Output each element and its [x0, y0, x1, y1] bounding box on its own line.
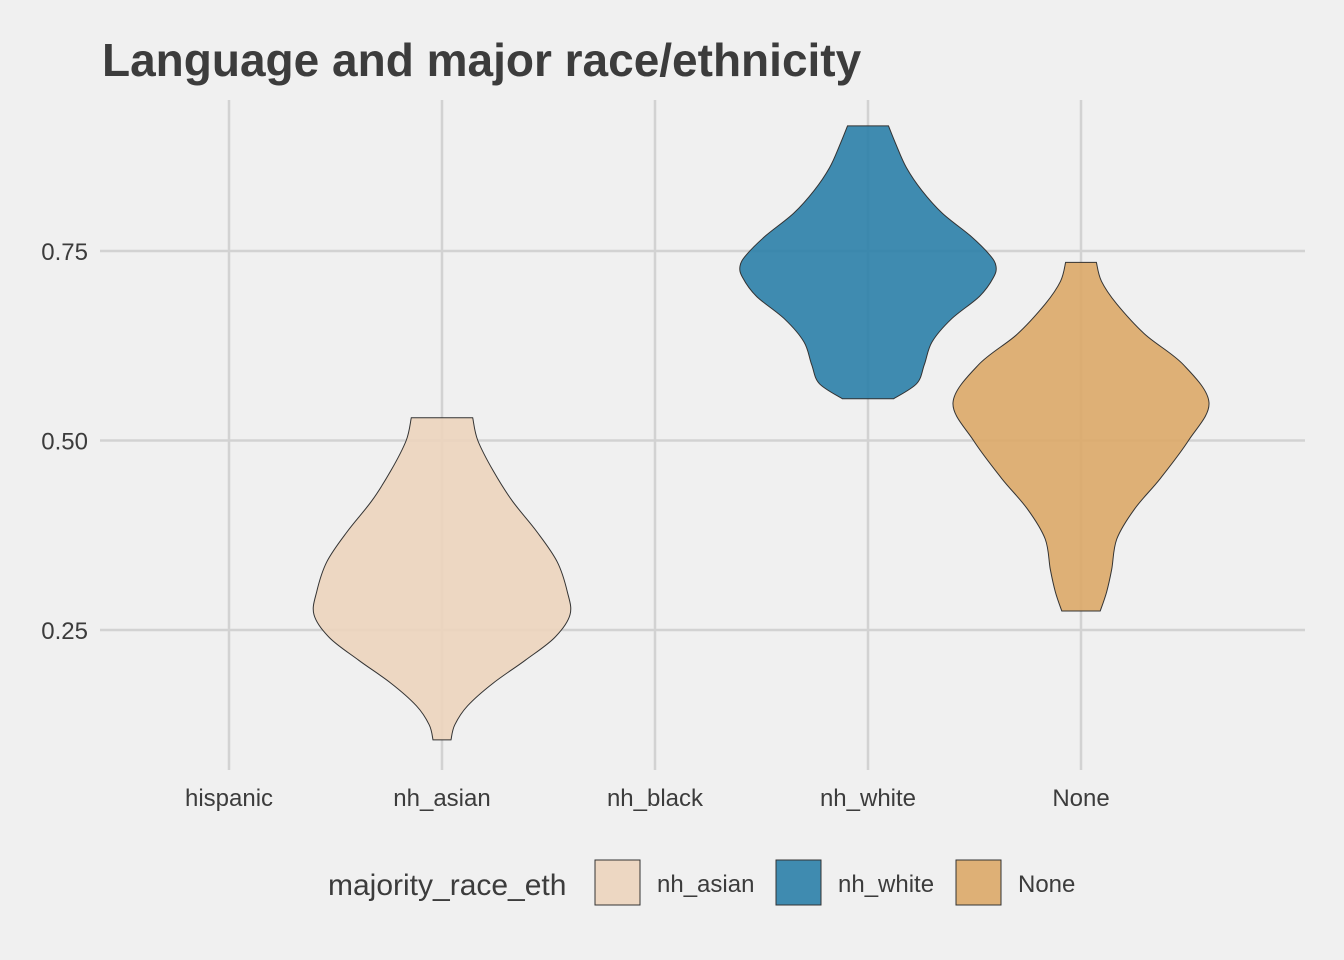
legend-swatch — [594, 859, 641, 906]
x-axis-ticks: hispanic nh_asian nh_black nh_white None — [185, 785, 1110, 812]
violin-none — [952, 261, 1210, 612]
violins — [312, 125, 1210, 741]
legend-label: nh_white — [838, 871, 934, 898]
y-tick-label: 0.50 — [41, 429, 88, 456]
x-tick-label: nh_white — [820, 785, 916, 812]
violin-nh-white — [739, 125, 997, 400]
legend-label: None — [1018, 871, 1075, 898]
x-tick-label: None — [1052, 785, 1109, 812]
legend-swatch — [775, 859, 822, 906]
y-tick-label: 0.25 — [41, 618, 88, 645]
y-axis-ticks: 0.25 0.50 0.75 — [41, 239, 88, 645]
legend: majority_race_eth nh_asian nh_white None — [328, 859, 1075, 906]
legend-swatch — [955, 859, 1002, 906]
x-tick-label: nh_black — [607, 785, 704, 812]
legend-title: majority_race_eth — [328, 869, 566, 902]
x-tick-label: nh_asian — [393, 785, 490, 812]
violin-nh-asian — [312, 417, 572, 741]
y-tick-label: 0.75 — [41, 239, 88, 266]
legend-label: nh_asian — [657, 871, 754, 898]
x-tick-label: hispanic — [185, 785, 273, 812]
chart-title: Language and major race/ethnicity — [102, 34, 862, 86]
